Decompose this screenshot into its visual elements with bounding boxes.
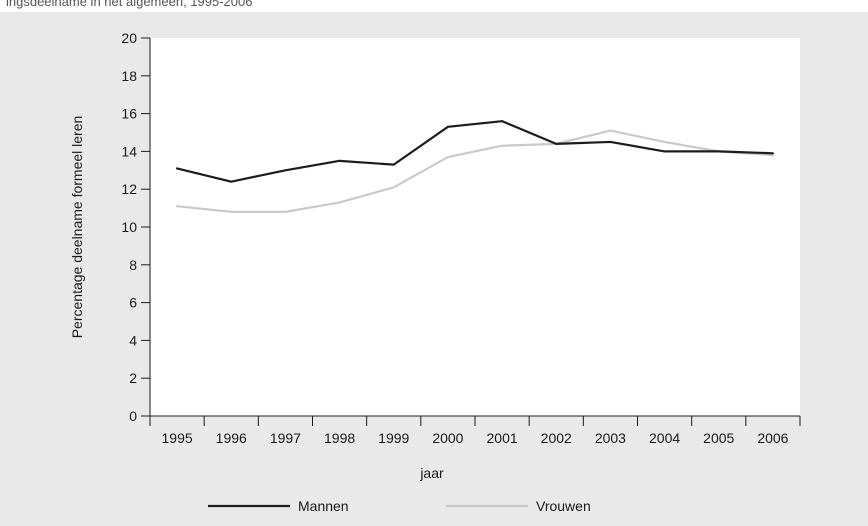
x-axis-title: jaar xyxy=(419,465,444,481)
y-tick-label: 8 xyxy=(129,257,137,273)
chart-panel: 0 2 4 6 8 10 12 14 16 18 20 1995 1996 1997 1998 1999 20… xyxy=(0,12,868,526)
x-tick-label: 2002 xyxy=(541,430,572,446)
y-tick-label: 2 xyxy=(129,370,137,386)
y-tick-label: 4 xyxy=(129,332,137,348)
x-tick-label: 2000 xyxy=(432,430,463,446)
y-tick-label: 16 xyxy=(121,106,137,122)
x-tick-label: 1995 xyxy=(162,430,193,446)
header-caption: ingsdeelname in het algemeen, 1995-2006 xyxy=(6,0,253,9)
legend-label-vrouwen: Vrouwen xyxy=(536,498,591,514)
x-tick-label: 2003 xyxy=(595,430,626,446)
x-tick-label: 1999 xyxy=(378,430,409,446)
legend: Mannen Vrouwen xyxy=(208,498,591,514)
plot-area xyxy=(150,38,800,416)
x-tick-label: 1996 xyxy=(216,430,247,446)
y-tick-label: 0 xyxy=(129,408,137,424)
series-lines xyxy=(175,120,775,213)
y-tick-label: 6 xyxy=(129,295,137,311)
x-tick-label: 1997 xyxy=(270,430,301,446)
x-tick-label: 2006 xyxy=(757,430,788,446)
series-line-vrouwen xyxy=(175,129,775,213)
y-tick-label: 14 xyxy=(121,143,137,159)
x-axis: 1995 1996 1997 1998 1999 2000 2001 2002 2003 2004… xyxy=(149,415,801,446)
y-tick-label: 10 xyxy=(121,219,137,235)
header-strip: ingsdeelname in het algemeen, 1995-2006 xyxy=(0,0,868,12)
x-tick-label: 2005 xyxy=(703,430,734,446)
legend-label-mannen: Mannen xyxy=(298,498,349,514)
line-chart: 0 2 4 6 8 10 12 14 16 18 20 1995 1996 1997 1998 1999 20… xyxy=(69,30,801,514)
y-axis-title: Percentage deelname formeel leren xyxy=(69,116,85,339)
y-tick-label: 18 xyxy=(121,68,137,84)
y-tick-label: 12 xyxy=(121,181,137,197)
series-line-mannen xyxy=(175,120,775,183)
x-tick-label: 2004 xyxy=(649,430,680,446)
y-tick-label: 20 xyxy=(121,30,137,46)
x-tick-label: 2001 xyxy=(487,430,518,446)
y-axis: 0 2 4 6 8 10 12 14 16 18 20 xyxy=(121,30,151,424)
x-tick-label: 1998 xyxy=(324,430,355,446)
